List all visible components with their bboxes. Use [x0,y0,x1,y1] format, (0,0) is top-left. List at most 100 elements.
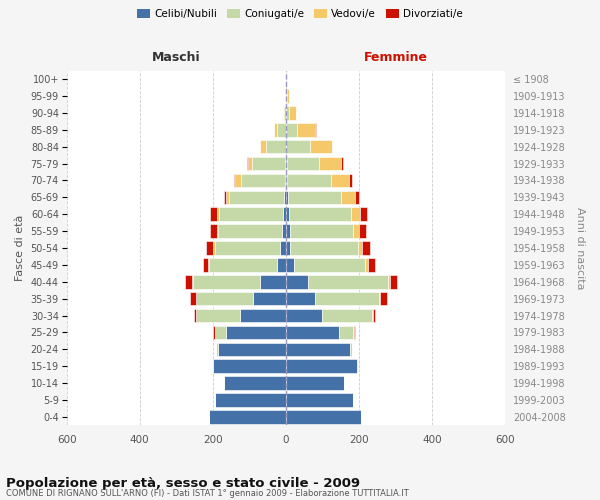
Bar [353,326,354,339]
Bar [210,208,217,221]
Bar [240,309,286,322]
Bar [284,106,286,120]
Bar [226,190,229,204]
Bar [213,360,286,373]
Bar [260,275,286,288]
Bar [362,241,370,254]
Bar [286,292,315,306]
Bar [208,258,209,272]
Bar [368,258,376,272]
Bar [341,157,343,170]
Bar [286,140,310,153]
Bar [353,224,359,238]
Bar [350,342,352,356]
Bar [286,275,308,288]
Bar [315,123,316,136]
Bar [286,360,357,373]
Bar [286,410,361,424]
Bar [217,208,219,221]
Bar [214,326,215,339]
Bar [294,258,365,272]
Bar [196,292,253,306]
Bar [215,342,217,356]
Bar [287,174,331,187]
Bar [286,376,344,390]
Bar [310,140,332,153]
Bar [233,174,235,187]
Bar [190,292,196,306]
Bar [297,123,315,136]
Bar [192,275,193,288]
Bar [388,275,390,288]
Bar [286,224,290,238]
Bar [289,106,296,120]
Bar [341,190,355,204]
Bar [286,241,290,254]
Bar [285,174,286,187]
Bar [286,123,297,136]
Bar [217,224,218,238]
Bar [351,208,360,221]
Bar [283,208,286,221]
Bar [289,208,351,221]
Bar [390,275,397,288]
Bar [286,208,289,221]
Bar [286,190,287,204]
Bar [360,208,367,221]
Bar [266,140,286,153]
Bar [260,140,266,153]
Bar [280,241,286,254]
Bar [218,342,286,356]
Bar [224,190,226,204]
Bar [283,106,284,120]
Y-axis label: Fasce di età: Fasce di età [15,215,25,281]
Bar [185,275,192,288]
Bar [355,190,359,204]
Bar [286,393,353,406]
Bar [196,309,240,322]
Bar [209,258,277,272]
Bar [365,258,368,272]
Y-axis label: Anni di nascita: Anni di nascita [575,206,585,289]
Bar [286,258,294,272]
Bar [282,224,286,238]
Bar [354,326,355,339]
Bar [322,309,372,322]
Bar [194,309,196,322]
Bar [373,309,374,322]
Bar [217,342,218,356]
Bar [277,123,286,136]
Bar [372,309,373,322]
Bar [284,190,286,204]
Bar [209,410,286,424]
Text: COMUNE DI RIGNANO SULL'ARNO (FI) - Dati ISTAT 1° gennaio 2009 - Elaborazione TUT: COMUNE DI RIGNANO SULL'ARNO (FI) - Dati … [6,488,409,498]
Bar [286,342,350,356]
Bar [308,275,388,288]
Bar [286,174,287,187]
Bar [286,90,287,103]
Bar [358,241,362,254]
Bar [287,190,341,204]
Bar [224,376,286,390]
Bar [286,72,287,86]
Bar [214,241,215,254]
Bar [315,292,379,306]
Text: Femmine: Femmine [364,50,428,64]
Bar [286,106,289,120]
Bar [285,157,286,170]
Text: Maschi: Maschi [152,50,200,64]
Bar [215,241,280,254]
Bar [241,174,285,187]
Bar [287,90,289,103]
Bar [274,123,277,136]
Bar [357,360,358,373]
Bar [218,224,282,238]
Bar [210,224,217,238]
Bar [287,157,319,170]
Bar [247,157,248,170]
Bar [331,174,349,187]
Bar [290,241,358,254]
Bar [339,326,353,339]
Bar [253,292,286,306]
Bar [286,157,287,170]
